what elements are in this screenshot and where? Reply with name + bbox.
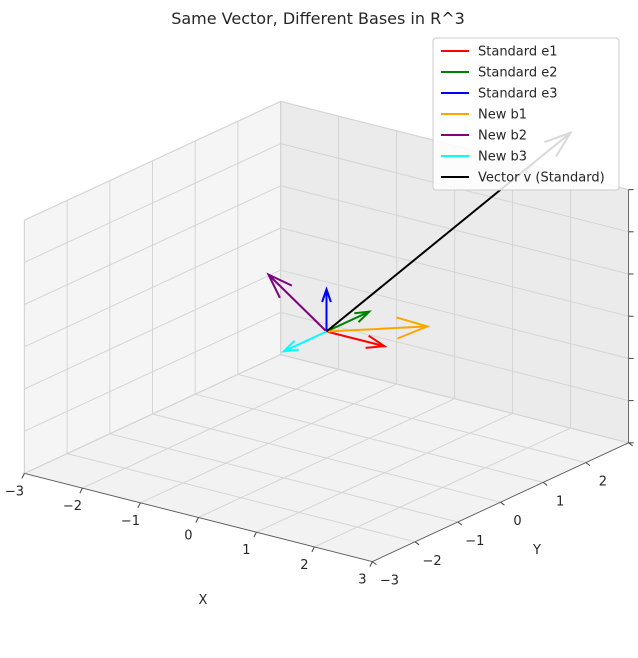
grid-line-z (280, 185, 629, 275)
vector-new-b1-head (396, 316, 431, 340)
x-tick-label: −2 (63, 499, 82, 514)
grid-line-z (280, 354, 629, 444)
grid-line-y (66, 453, 416, 543)
grid-line-y (195, 393, 544, 483)
legend: Standard e1 Standard e2 Standard e3 New b1 N… (432, 37, 620, 191)
x-tick-mark (369, 561, 373, 567)
grid-line-z (280, 269, 629, 359)
y-tick-mark (542, 481, 548, 486)
y-tick-label: 2 (599, 475, 607, 490)
x-tick-mark (79, 487, 83, 494)
x-tick-mark (253, 531, 257, 538)
y-tick-mark (414, 541, 420, 546)
y-tick-mark (500, 501, 505, 506)
y-tick-mark (585, 462, 591, 467)
grid-line-y (109, 433, 458, 523)
y-tick-label: 1 (556, 494, 564, 509)
y-tick-label: −3 (380, 574, 399, 589)
legend-label: Vector v (Standard) (478, 171, 605, 186)
legend-label: Standard e3 (478, 87, 558, 102)
vector-standard-e1-shaft (326, 330, 385, 348)
legend-label: New b1 (478, 108, 527, 123)
legend-label: Standard e1 (478, 45, 558, 60)
x-axis-label: X (199, 593, 208, 608)
vector-new-b2-shaft (267, 273, 328, 333)
grid-line-y (237, 373, 587, 464)
grid-line-z (24, 269, 281, 390)
y-axis-line (372, 442, 629, 562)
y-tick-mark (457, 521, 463, 526)
grid-line-z (24, 354, 281, 474)
y-axis-label: Y (532, 543, 541, 558)
vector-new-b1-shaft (326, 325, 428, 333)
vector-standard-e1-head (365, 334, 388, 349)
y-tick-mark (372, 561, 377, 565)
grid-line-z (280, 227, 629, 317)
x-tick-label: 3 (358, 573, 366, 588)
legend-box (432, 37, 620, 191)
x-tick-label: 2 (300, 558, 308, 573)
vector-new-b3-head (281, 340, 299, 353)
grid-line-z (280, 311, 629, 402)
vector-standard-e3-head (321, 286, 332, 303)
grid-line-z (24, 227, 281, 348)
y-tick-label: −1 (465, 534, 484, 549)
x-tick-mark (137, 502, 141, 509)
vector-new-b2-head (266, 272, 293, 299)
y-tick-label: −2 (423, 554, 442, 569)
vector-new-b3-shaft (283, 330, 327, 353)
chart-title: Same Vector, Different Bases in R^3 (171, 9, 465, 28)
grid-line-z (24, 143, 281, 263)
x-tick-mark (195, 517, 199, 523)
x-tick-mark (21, 473, 25, 479)
grid-line-z (24, 100, 281, 221)
x-tick-mark (311, 546, 315, 553)
grid-line-z (24, 185, 281, 306)
x-tick-label: 1 (242, 543, 250, 558)
grid-line-y (152, 413, 501, 503)
grid-line-z (24, 311, 281, 432)
vector-standard-e2-head (354, 310, 372, 323)
x-tick-label: −3 (5, 484, 24, 499)
legend-label: New b2 (478, 129, 527, 144)
x-tick-label: −1 (121, 514, 140, 529)
x-tick-label: 0 (184, 529, 192, 544)
legend-label: Standard e2 (478, 66, 558, 81)
legend-label: New b3 (478, 150, 527, 165)
y-tick-label: 0 (513, 514, 521, 529)
vector-standard-e2-shaft (326, 310, 370, 333)
